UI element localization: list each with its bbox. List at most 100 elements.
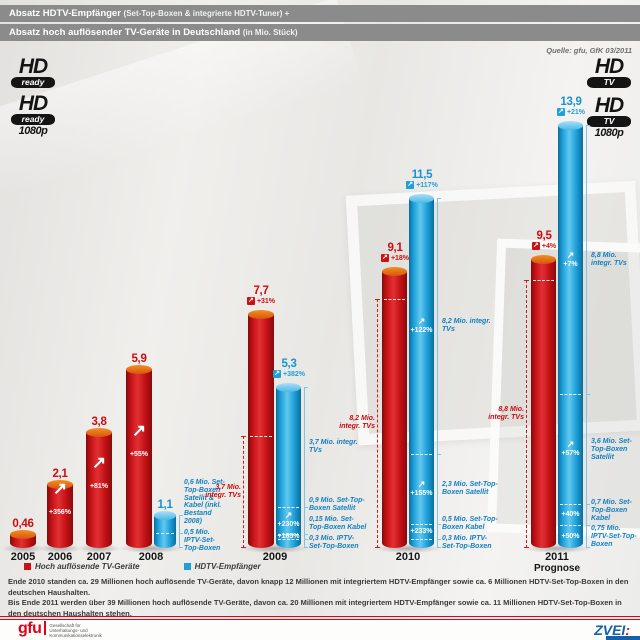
value-label-red: 5,9 — [131, 353, 147, 365]
value-label-blue: 5,3 — [281, 358, 297, 370]
blue-segment-note: 0,7 Mio. Set-Top-Boxen Kabel — [591, 499, 632, 522]
divider-line — [0, 616, 640, 617]
growth-row-red: ↗ +31% — [221, 297, 301, 305]
growth-arrow-icon: ↗ — [417, 316, 426, 326]
value-label-red: 3,8 — [91, 416, 107, 428]
growth-arrow-inside: ↗ — [91, 453, 107, 472]
bar-top-cap — [409, 194, 434, 203]
bar-top-cap — [558, 121, 583, 130]
legend-label-empfaenger: HDTV-Empfänger — [194, 562, 261, 571]
blue-segment-divider — [411, 454, 432, 455]
hd-ready-1080p-logo: HD ready 1080p — [8, 93, 58, 138]
growth-arrow-icon: ↗ — [246, 297, 255, 305]
segment-growth-label: ↗ +122% — [405, 317, 438, 335]
growth-percent: +21% — [566, 108, 586, 116]
red-bar-divider — [533, 280, 554, 281]
year-label-2008: 2008 — [138, 551, 164, 563]
bar-shadow — [2, 544, 44, 553]
blue-bracket-tick — [586, 394, 590, 395]
year-label-2010: 2010 — [395, 551, 421, 563]
blue-segment-note: 0,3 Mio. IPTV-Set-Top-Boxen — [309, 535, 359, 550]
blue-bracket-tick — [179, 515, 183, 516]
growth-arrow-icon: ↗ — [566, 439, 575, 449]
year-label-2005: 2005 — [10, 551, 36, 563]
bar-blue-2011 — [558, 121, 583, 548]
red-bar-divider — [384, 299, 405, 300]
value-label-red: 9,1 — [387, 242, 403, 254]
blue-bracket-tick — [304, 539, 308, 540]
bar-shadow — [39, 544, 81, 553]
growth-percent: +18% — [390, 254, 410, 262]
growth-percent: +117% — [416, 181, 438, 189]
red-bracket-tick — [375, 299, 380, 300]
growth-arrow-inside: ↗ — [52, 479, 68, 498]
blue-segment-divider — [156, 533, 174, 534]
blue-segment-note: 3,7 Mio. integr. TVs — [309, 439, 358, 454]
blue-segment-divider — [278, 534, 299, 535]
bar-top-cap — [10, 530, 36, 539]
year-label-2006: 2006 — [47, 551, 73, 563]
segment-growth-label: ↗ +57% — [554, 440, 587, 458]
bar-shadow — [78, 544, 120, 553]
growth-arrow-icon: ↗ — [417, 479, 426, 489]
bar-shadow — [240, 544, 309, 553]
growth-row-red: ↗ +4% — [504, 242, 584, 250]
growth-percent-inside: +55% — [129, 451, 149, 458]
blue-segment-divider — [278, 539, 299, 540]
footer-paragraph-1: Ende 2010 standen ca. 29 Millionen hoch … — [8, 577, 629, 597]
blue-segment-note: 0,6 Mio. Set-Top-Boxen Satellit & Kabel … — [184, 479, 225, 526]
growth-percent: +382% — [283, 370, 305, 378]
legend-item-tv: Hoch auflösende TV-Geräte — [24, 562, 140, 571]
growth-row-red: ↗ +18% — [355, 254, 435, 262]
bar-shadow — [523, 544, 591, 553]
red-bar-note: 3,7 Mio. integr. TVs — [205, 484, 241, 499]
blue-segment-note: 0,75 Mio. IPTV-Set-Top-Boxen — [591, 525, 637, 548]
segment-growth-label: ↗ +155% — [405, 480, 438, 498]
growth-arrow-inside: ↗ — [131, 421, 147, 440]
legend-label-tv: Hoch auflösende TV-Geräte — [35, 562, 140, 571]
bar-top-cap — [154, 511, 176, 520]
brand-strip — [0, 620, 640, 640]
bar-blue-2010 — [409, 194, 434, 548]
chart-title-line1: Absatz HDTV-Empfänger (Set-Top-Boxen & i… — [9, 8, 290, 19]
red-note-bracket — [377, 299, 378, 548]
red-note-bracket — [526, 280, 527, 548]
blue-segment-note: 8,8 Mio. integr. TVs — [591, 252, 627, 267]
blue-bracket-tick — [437, 524, 441, 525]
growth-percent-inside: +356% — [49, 509, 71, 516]
bar-top-cap — [531, 255, 556, 264]
blue-annotation-bracket — [304, 387, 305, 548]
bar-red-2008 — [126, 365, 152, 548]
growth-arrow-icon: ↗ — [531, 242, 540, 250]
blue-segment-divider — [411, 524, 432, 525]
segment-growth-label: ↗ +7% — [554, 251, 587, 269]
red-bracket-tick — [375, 547, 380, 548]
red-bar-note: 8,2 Mio. integr. TVs — [339, 415, 375, 430]
blue-segment-divider — [411, 539, 432, 540]
blue-bracket-tick — [179, 547, 183, 548]
red-bracket-tick — [524, 547, 529, 548]
blue-segment-note: 0,9 Mio. Set-Top-Boxen Satellit — [309, 497, 365, 512]
legend-swatch-blue — [183, 563, 191, 570]
red-bar-note: 8,8 Mio. integr. TVs — [488, 406, 524, 421]
growth-percent-inside: +81% — [89, 483, 109, 490]
bar-blue-2008 — [154, 511, 176, 548]
blue-segment-divider — [560, 525, 581, 526]
title-bar-line1: Absatz HDTV-Empfänger (Set-Top-Boxen & i… — [0, 5, 640, 22]
year-label-2011: 2011 — [545, 551, 569, 563]
bar-red-2010 — [382, 267, 407, 548]
blue-segment-note: 0,5 Mio. IPTV-Set-Top-Boxen — [184, 529, 221, 552]
blue-bracket-tick — [304, 534, 308, 535]
blue-bracket-tick — [437, 454, 441, 455]
blue-segment-note: 3,6 Mio. Set-Top-Boxen Satellit — [591, 438, 632, 461]
hd-tv-1080p-logo: HD TV 1080p — [584, 95, 634, 140]
growth-arrow-icon: ↗ — [406, 181, 415, 189]
blue-segment-note: 0,5 Mio. Set-Top-Boxen Kabel — [442, 516, 498, 531]
year-sub-label: Prognose — [533, 563, 581, 574]
segment-growth-label: +40% — [561, 511, 580, 518]
blue-bracket-tick — [586, 547, 590, 548]
blue-bracket-tick — [586, 525, 590, 526]
red-bar-divider — [250, 436, 272, 437]
